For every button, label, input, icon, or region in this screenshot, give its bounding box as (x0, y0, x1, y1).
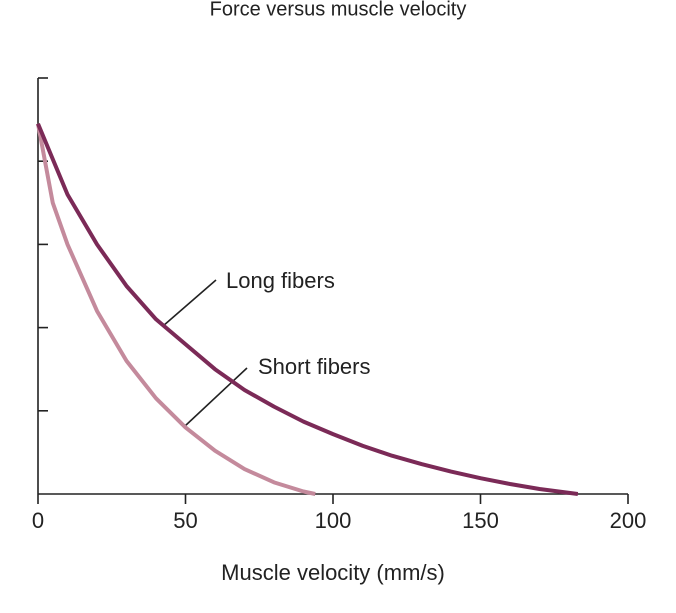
x-tick-label: 150 (462, 508, 499, 533)
series-label: Short fibers (258, 354, 371, 379)
line-series (36, 122, 579, 496)
x-axis-label: Muscle velocity (mm/s) (221, 560, 445, 585)
line-series (36, 123, 316, 496)
leader-line (184, 367, 248, 427)
series-label: Long fibers (226, 268, 335, 293)
chart-title: Force versus muscle velocity (210, 0, 467, 20)
x-tick-label: 100 (315, 508, 352, 533)
x-tick-label: 0 (32, 508, 44, 533)
leader-line (162, 279, 217, 327)
x-tick-label: 200 (610, 508, 647, 533)
x-tick-label: 50 (173, 508, 197, 533)
